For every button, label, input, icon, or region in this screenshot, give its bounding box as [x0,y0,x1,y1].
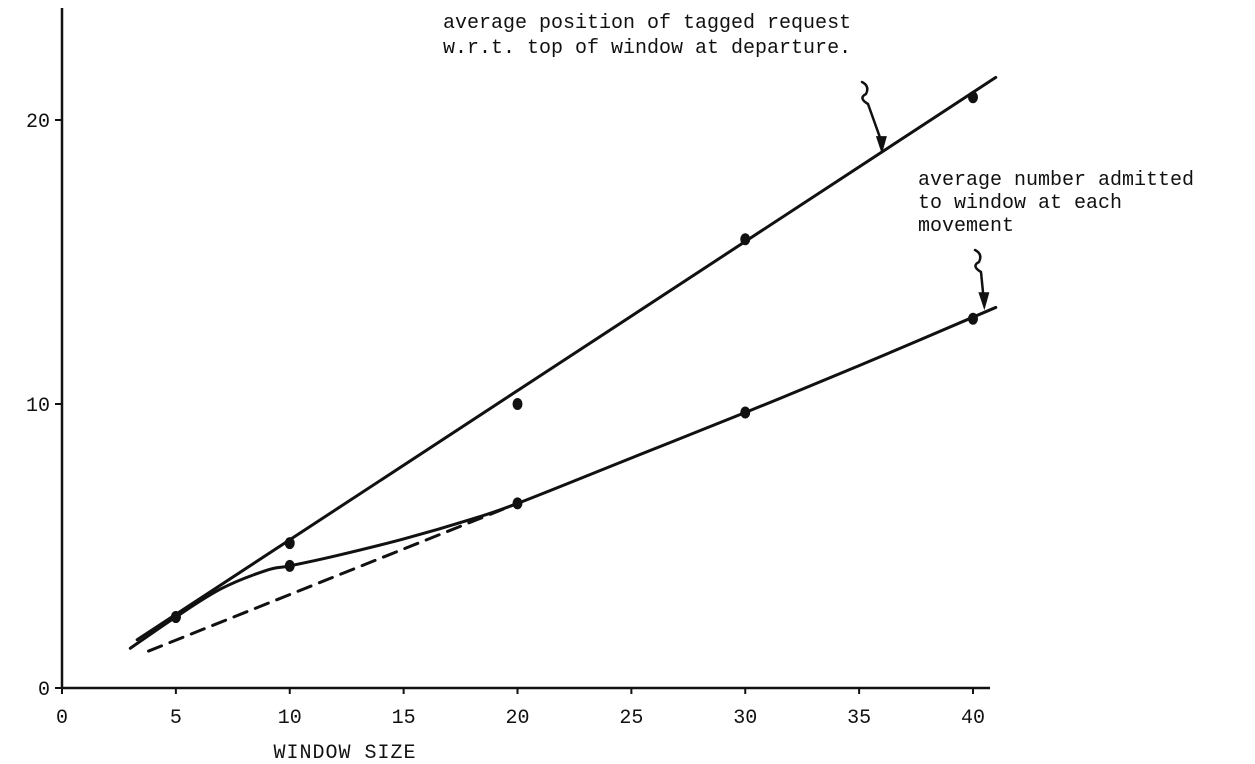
x-tick-label: 30 [733,707,757,730]
data-point-position [968,91,978,104]
x-tick-label: 5 [170,707,182,730]
x-tick-label: 0 [56,707,68,730]
data-point-admitted [284,559,295,572]
annotation-arrowhead-admitted [978,292,990,311]
annotation-position-line-2: w.r.t. top of window at departure. [443,37,851,60]
annotation-arrowhead-position [875,136,887,155]
x-axis-title: WINDOW SIZE [273,742,416,764]
x-tick-label: 35 [847,707,871,730]
data-point-admitted [740,406,751,419]
series-line-position [135,75,998,642]
annotation-admitted-line-3: movement [918,215,1014,238]
axes [60,8,990,690]
x-tick-label: 15 [392,707,416,730]
x-tick-label: 20 [505,707,529,730]
data-point-position [284,537,295,550]
data-point-position [512,398,523,410]
data-points [170,91,978,623]
series-line-admitted [128,305,998,650]
y-ticks: 0 10 20 [26,111,62,702]
y-tick-label: 0 [38,679,50,702]
data-point-admitted [968,312,978,325]
x-tick-label: 25 [619,707,643,730]
annotation-position-line-1: average position of tagged request [443,12,851,35]
data-point-admitted [512,497,523,510]
data-point-admitted [170,611,181,623]
x-tick-label: 10 [278,707,302,730]
annotations: average position of tagged requestw.r.t.… [443,12,1194,311]
annotation-admitted-line-2: to window at each [918,192,1122,215]
annotation-admitted-line-1: average number admitted [918,169,1194,192]
x-tick-label: 40 [961,707,985,730]
y-tick-label: 20 [26,111,50,134]
series-line-reference [147,501,519,653]
y-tick-label: 10 [26,395,50,418]
annotation-arrow-position [860,80,883,142]
annotation-arrow-admitted [973,248,985,298]
series-group [128,75,998,653]
x-ticks: 0 5 10 15 20 25 30 35 40 [56,688,985,730]
data-point-position [740,233,751,246]
